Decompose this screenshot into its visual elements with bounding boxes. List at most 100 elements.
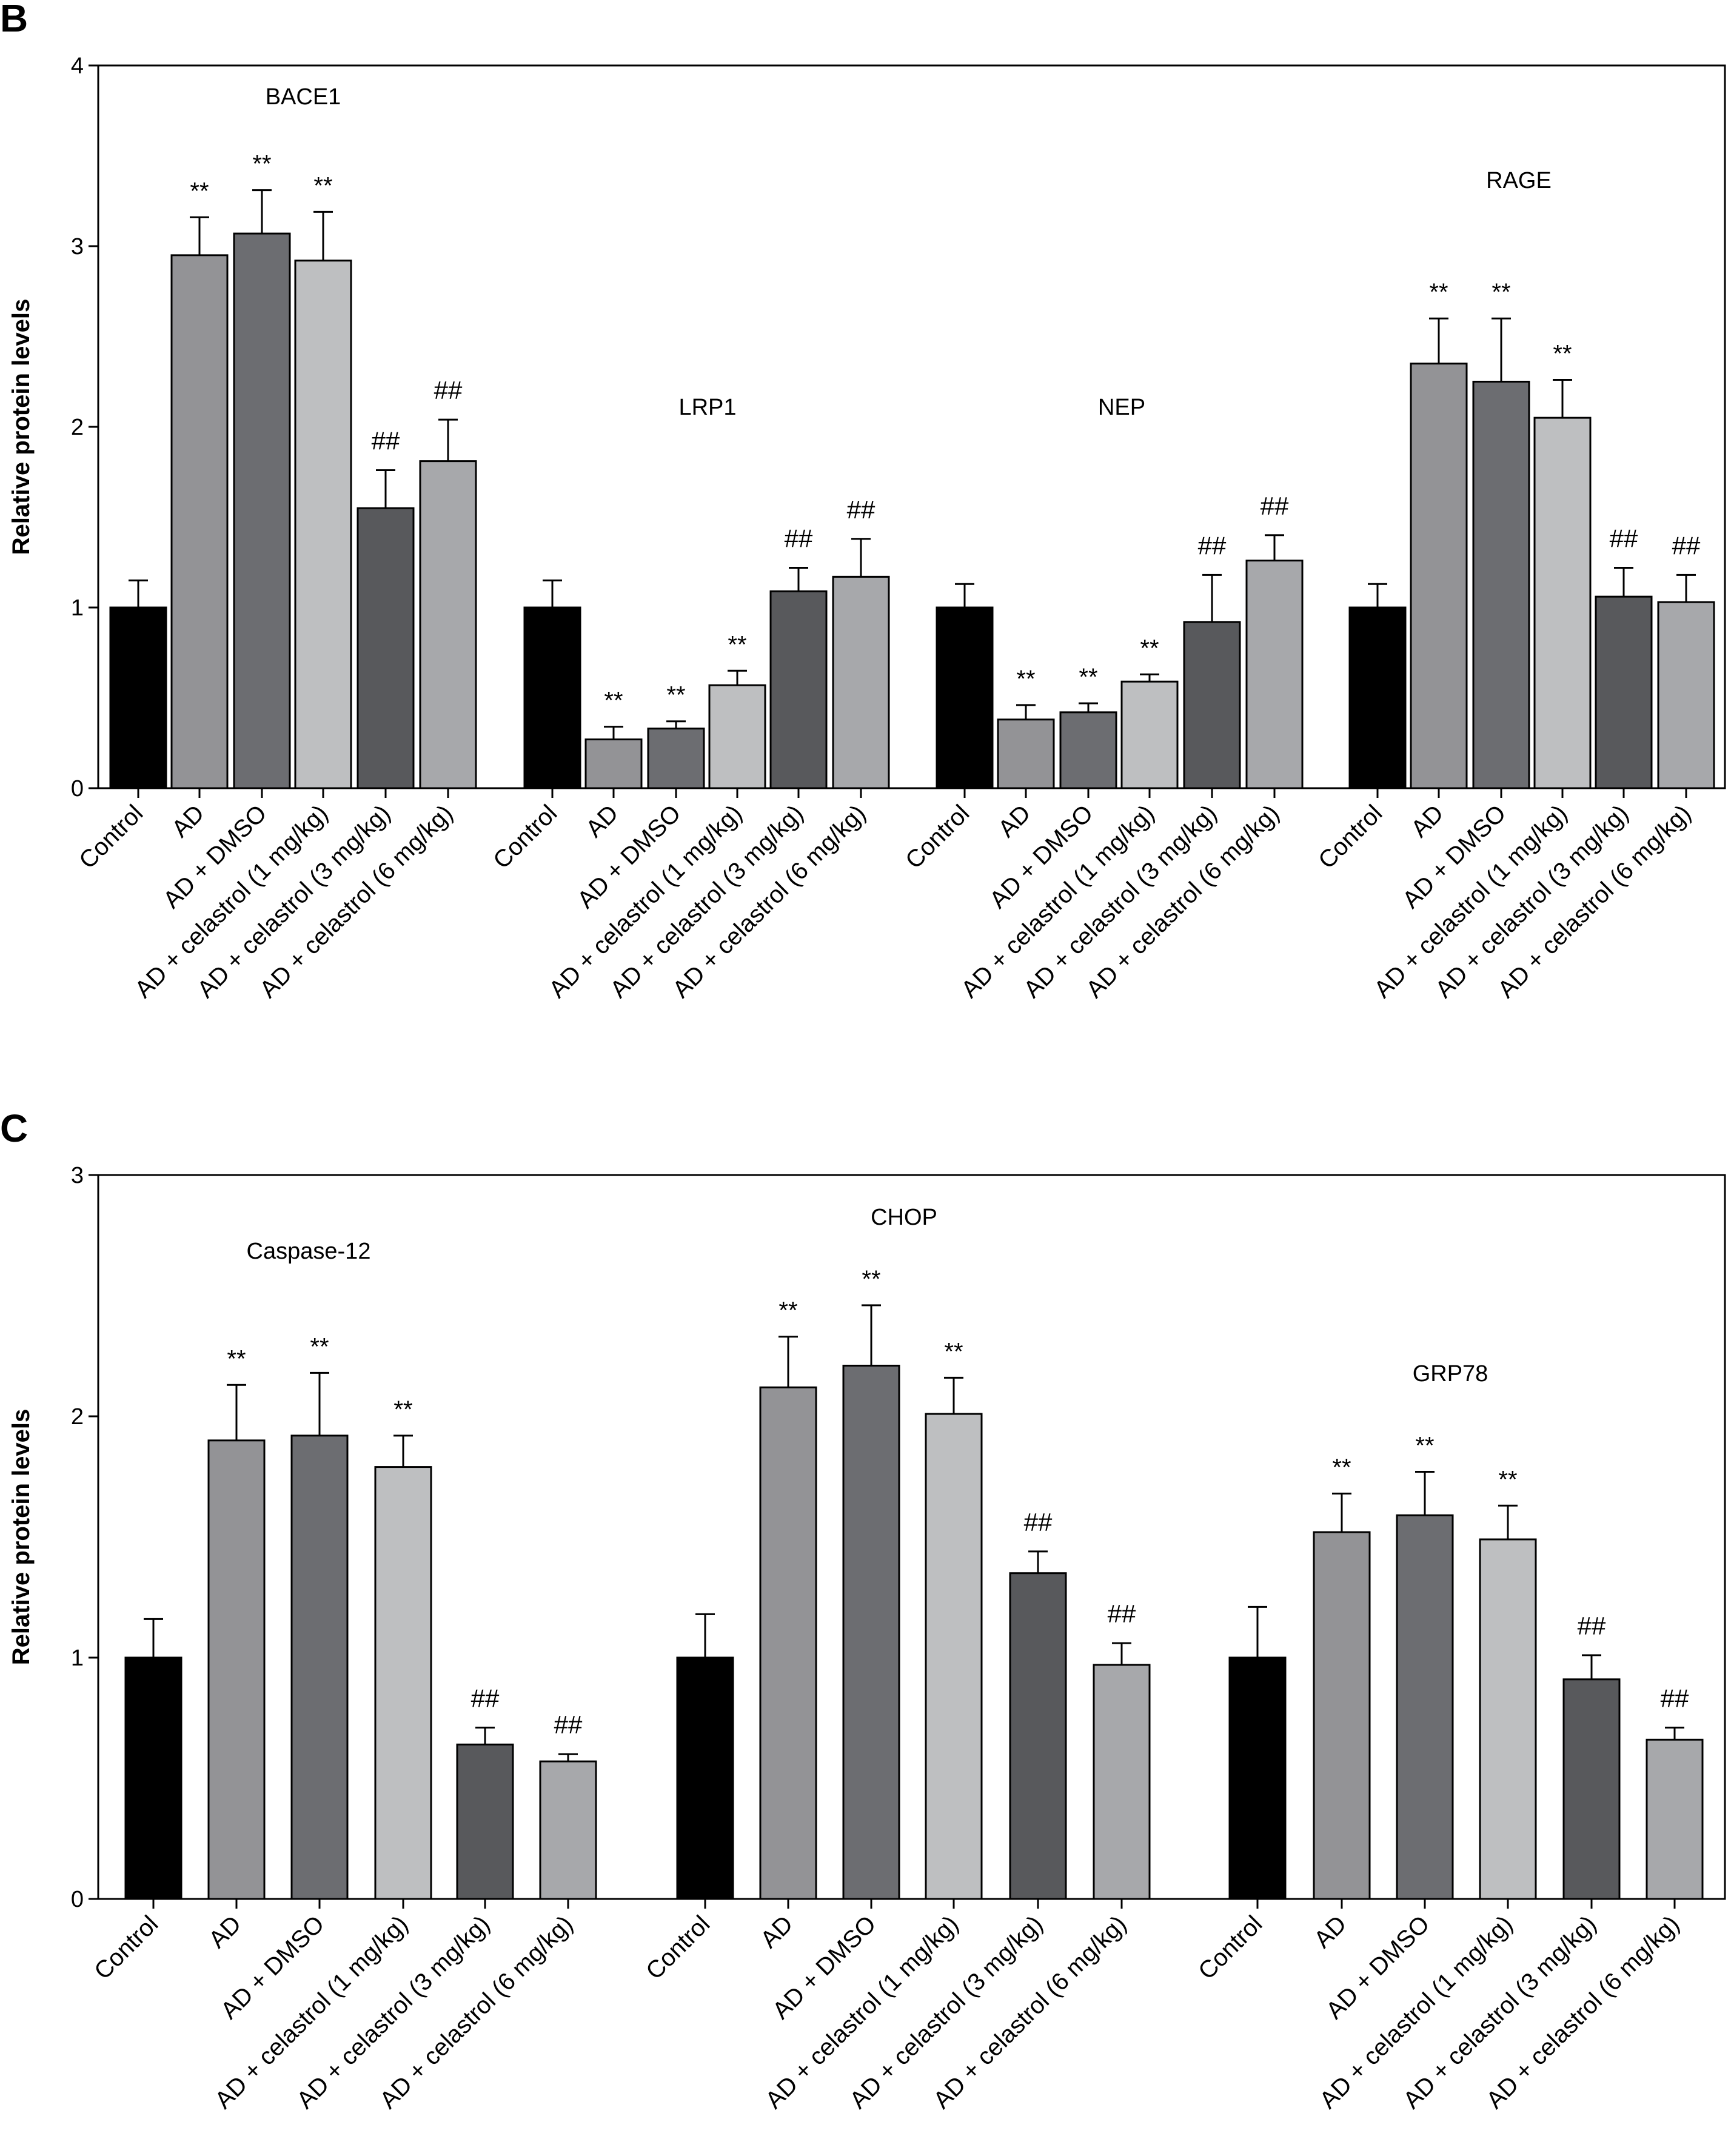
bar (769, 590, 828, 789)
bar (1313, 1531, 1371, 1900)
significance-label: ** (1553, 341, 1572, 367)
x-tick-label: Control (900, 800, 974, 874)
bar (925, 1413, 983, 1900)
significance-label: ## (785, 524, 813, 552)
significance-label: ** (1498, 1466, 1517, 1493)
significance-label: ## (1261, 492, 1289, 520)
y-tick-label: 2 (71, 415, 84, 440)
x-tick-label: AD (1309, 1910, 1351, 1953)
significance-label: ## (471, 1684, 500, 1712)
x-tick-label: AD (581, 800, 623, 842)
significance-label: ## (1198, 531, 1227, 560)
y-tick-label: 0 (71, 1887, 84, 1912)
significance-label: ## (847, 495, 876, 524)
significance-label: ## (434, 376, 463, 404)
bar (1093, 1664, 1151, 1900)
bar (124, 1656, 182, 1900)
significance-label: ** (310, 1333, 329, 1360)
panel-c: C 0 1 2 3 Relative protein levels Caspase-12 CH… (0, 1106, 1726, 2114)
bar (842, 1364, 900, 1900)
group-label: Caspase-12 (247, 1239, 371, 1264)
bar (170, 254, 229, 789)
group-label: RAGE (1486, 168, 1552, 193)
significance-label: ** (1079, 664, 1097, 691)
bar (1009, 1572, 1067, 1900)
bar (1120, 680, 1179, 789)
bar (290, 1435, 349, 1900)
x-tick-label: AD (993, 800, 1036, 842)
bar (1245, 560, 1304, 789)
bar (1410, 363, 1468, 789)
bar (233, 232, 291, 789)
y-tick-label: 1 (71, 595, 84, 621)
significance-label: ## (372, 427, 400, 455)
significance-label: ** (862, 1266, 880, 1293)
y-axis-label: Relative protein levels (8, 1409, 35, 1665)
bar (1348, 606, 1407, 789)
significance-label: ** (944, 1338, 963, 1365)
y-tick-label: 2 (71, 1404, 84, 1430)
bar (1562, 1678, 1621, 1900)
y-tick-label: 3 (71, 234, 84, 259)
bar (456, 1743, 514, 1900)
bar (419, 460, 477, 789)
significance-label: ** (190, 178, 209, 204)
group-label: LRP1 (678, 395, 736, 420)
group-label: CHOP (871, 1205, 937, 1230)
x-tick-label: AD (1406, 800, 1448, 842)
significance-label: ** (604, 688, 623, 714)
bar (357, 507, 415, 789)
bar (1479, 1538, 1537, 1900)
x-tick-label: AD (204, 1910, 246, 1953)
bar (1183, 621, 1241, 789)
bar (1396, 1514, 1454, 1900)
x-tick-label: AD (755, 1910, 798, 1953)
bar (832, 575, 890, 789)
bar (1533, 417, 1592, 789)
significance-label: ** (1140, 635, 1159, 661)
bar (374, 1466, 432, 1900)
plot-frame (97, 1174, 1726, 1900)
bar (936, 606, 994, 789)
panel-b: B 0 1 2 3 4 Relative protein levels BACE1 LRP1 NE… (0, 0, 1726, 1003)
group-label: BACE1 (266, 84, 341, 110)
panel-label: C (0, 1106, 28, 1150)
significance-label: ** (778, 1297, 797, 1324)
significance-label: ** (1492, 279, 1510, 306)
bar (676, 1656, 734, 1900)
x-tick-label: Control (89, 1910, 163, 1984)
bar (1228, 1656, 1287, 1900)
significance-label: ** (728, 631, 746, 658)
y-tick-label: 1 (71, 1645, 84, 1671)
y-tick-label: 4 (71, 53, 84, 79)
bar (1472, 381, 1530, 789)
bar (647, 728, 705, 789)
significance-label: ** (1016, 666, 1035, 692)
significance-label: ## (1661, 1684, 1689, 1712)
group-label: GRP78 (1413, 1361, 1488, 1387)
x-tick-label: Control (1313, 800, 1387, 874)
bar (1595, 595, 1653, 789)
significance-label: ** (666, 682, 685, 709)
bar (708, 684, 766, 789)
significance-label: ** (252, 151, 271, 178)
significance-label: ** (1415, 1433, 1434, 1459)
bar (539, 1760, 597, 1900)
x-tick-label: Control (488, 800, 562, 874)
bar (294, 259, 352, 789)
bar (1059, 711, 1117, 789)
bar (997, 718, 1055, 789)
bar (109, 606, 167, 789)
y-axis-label: Relative protein levels (8, 299, 35, 555)
x-tick-label: Control (641, 1910, 715, 1984)
bar (584, 738, 643, 789)
significance-label: ## (1578, 1612, 1606, 1640)
bar (759, 1386, 817, 1900)
significance-label: ## (554, 1710, 583, 1739)
panel-label: B (0, 0, 28, 40)
x-tick-label: Control (1193, 1910, 1267, 1984)
significance-label: ** (227, 1345, 246, 1372)
x-tick-label: Control (74, 800, 148, 874)
significance-label: ** (393, 1396, 412, 1423)
